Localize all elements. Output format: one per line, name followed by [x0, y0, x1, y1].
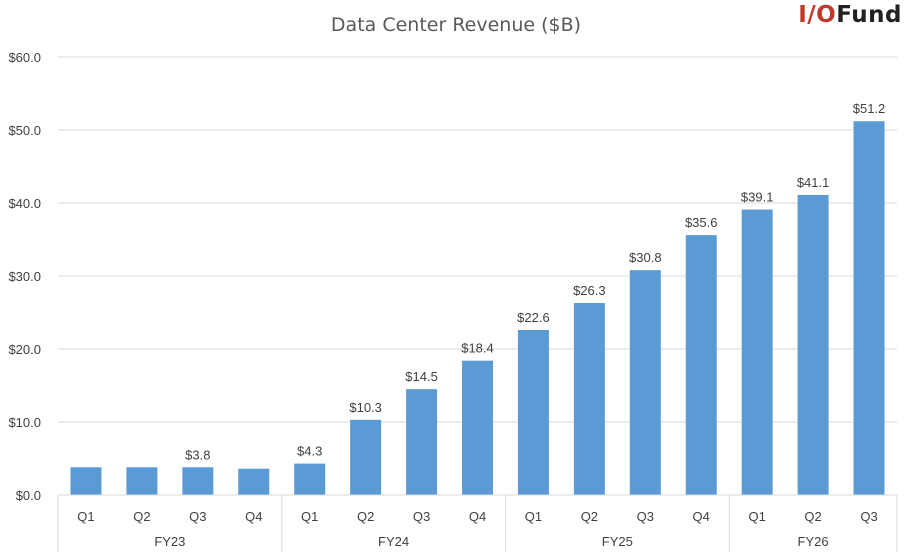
x-category-label: Q2: [581, 509, 598, 524]
bar: [517, 330, 549, 495]
x-category-label: Q1: [525, 509, 542, 524]
data-label: $18.4: [461, 341, 494, 356]
chart-title: Data Center Revenue ($B): [331, 14, 581, 36]
data-label: $30.8: [629, 250, 662, 265]
bar: [126, 467, 158, 495]
bar: [462, 360, 493, 495]
data-labels: $3.8 $4.3 $10.3 $14.5 $18.4 $22.6 $26.3 $30.8 $3…: [185, 101, 885, 462]
x-category-label: Q2: [133, 509, 150, 524]
x-category-label: Q1: [77, 509, 94, 524]
x-category-label: Q3: [637, 509, 654, 524]
y-tick-label: $40.0: [8, 196, 41, 211]
bar: [853, 121, 885, 496]
y-tick-label: $50.0: [8, 123, 41, 138]
data-label: $35.6: [685, 215, 718, 230]
io-fund-logo: I/OFund: [798, 2, 902, 28]
x-category-label: Q4: [469, 509, 486, 524]
bar: [573, 303, 605, 495]
data-label: $4.3: [297, 444, 322, 459]
x-group-label: FY26: [798, 534, 829, 549]
y-axis-ticks: $0.0 $10.0 $20.0 $30.0 $40.0 $50.0 $60.0: [8, 50, 41, 503]
y-tick-label: $0.0: [16, 488, 41, 503]
bar: [182, 467, 214, 495]
bar: [294, 463, 326, 495]
x-category-label: Q3: [860, 509, 877, 524]
data-label: $22.6: [517, 310, 550, 325]
data-label: $51.2: [853, 101, 886, 116]
bar: [70, 467, 102, 495]
data-label: $26.3: [573, 283, 606, 298]
x-category-label: Q2: [804, 509, 821, 524]
x-category-label: Q3: [189, 509, 206, 524]
x-axis: Q1 Q2 Q3 Q4 Q1 Q2 Q3 Q4 Q1 Q2 Q3 Q4 Q1 Q2 Q3 FY23 FY24 FY…: [57, 494, 898, 552]
x-category-label: Q4: [245, 509, 262, 524]
y-tick-label: $20.0: [8, 342, 41, 357]
x-category-label: Q1: [748, 509, 765, 524]
x-group-label: FY25: [602, 534, 633, 549]
bars: [70, 121, 885, 496]
bar: [350, 419, 382, 495]
bar: [797, 194, 829, 495]
data-label: $14.5: [405, 369, 438, 384]
data-label: $3.8: [185, 447, 210, 462]
x-category-label: Q4: [693, 509, 710, 524]
y-tick-label: $30.0: [8, 269, 41, 284]
bar: [741, 209, 773, 495]
x-category-label: Q3: [413, 509, 430, 524]
data-label: $41.1: [797, 175, 830, 190]
logo-part-fund: Fund: [836, 2, 902, 28]
data-label: $39.1: [741, 190, 774, 205]
x-group-label: FY24: [378, 534, 409, 549]
y-tick-label: $10.0: [8, 415, 41, 430]
bar: [629, 270, 661, 495]
y-tick-label: $60.0: [8, 50, 41, 65]
x-category-label: Q1: [301, 509, 318, 524]
bar: [685, 235, 717, 495]
logo-part-io: I/O: [798, 2, 837, 28]
x-category-label: Q2: [357, 509, 374, 524]
bar: [238, 468, 270, 495]
x-group-label: FY23: [154, 534, 185, 549]
data-label: $10.3: [349, 400, 382, 415]
bar: [406, 389, 438, 495]
